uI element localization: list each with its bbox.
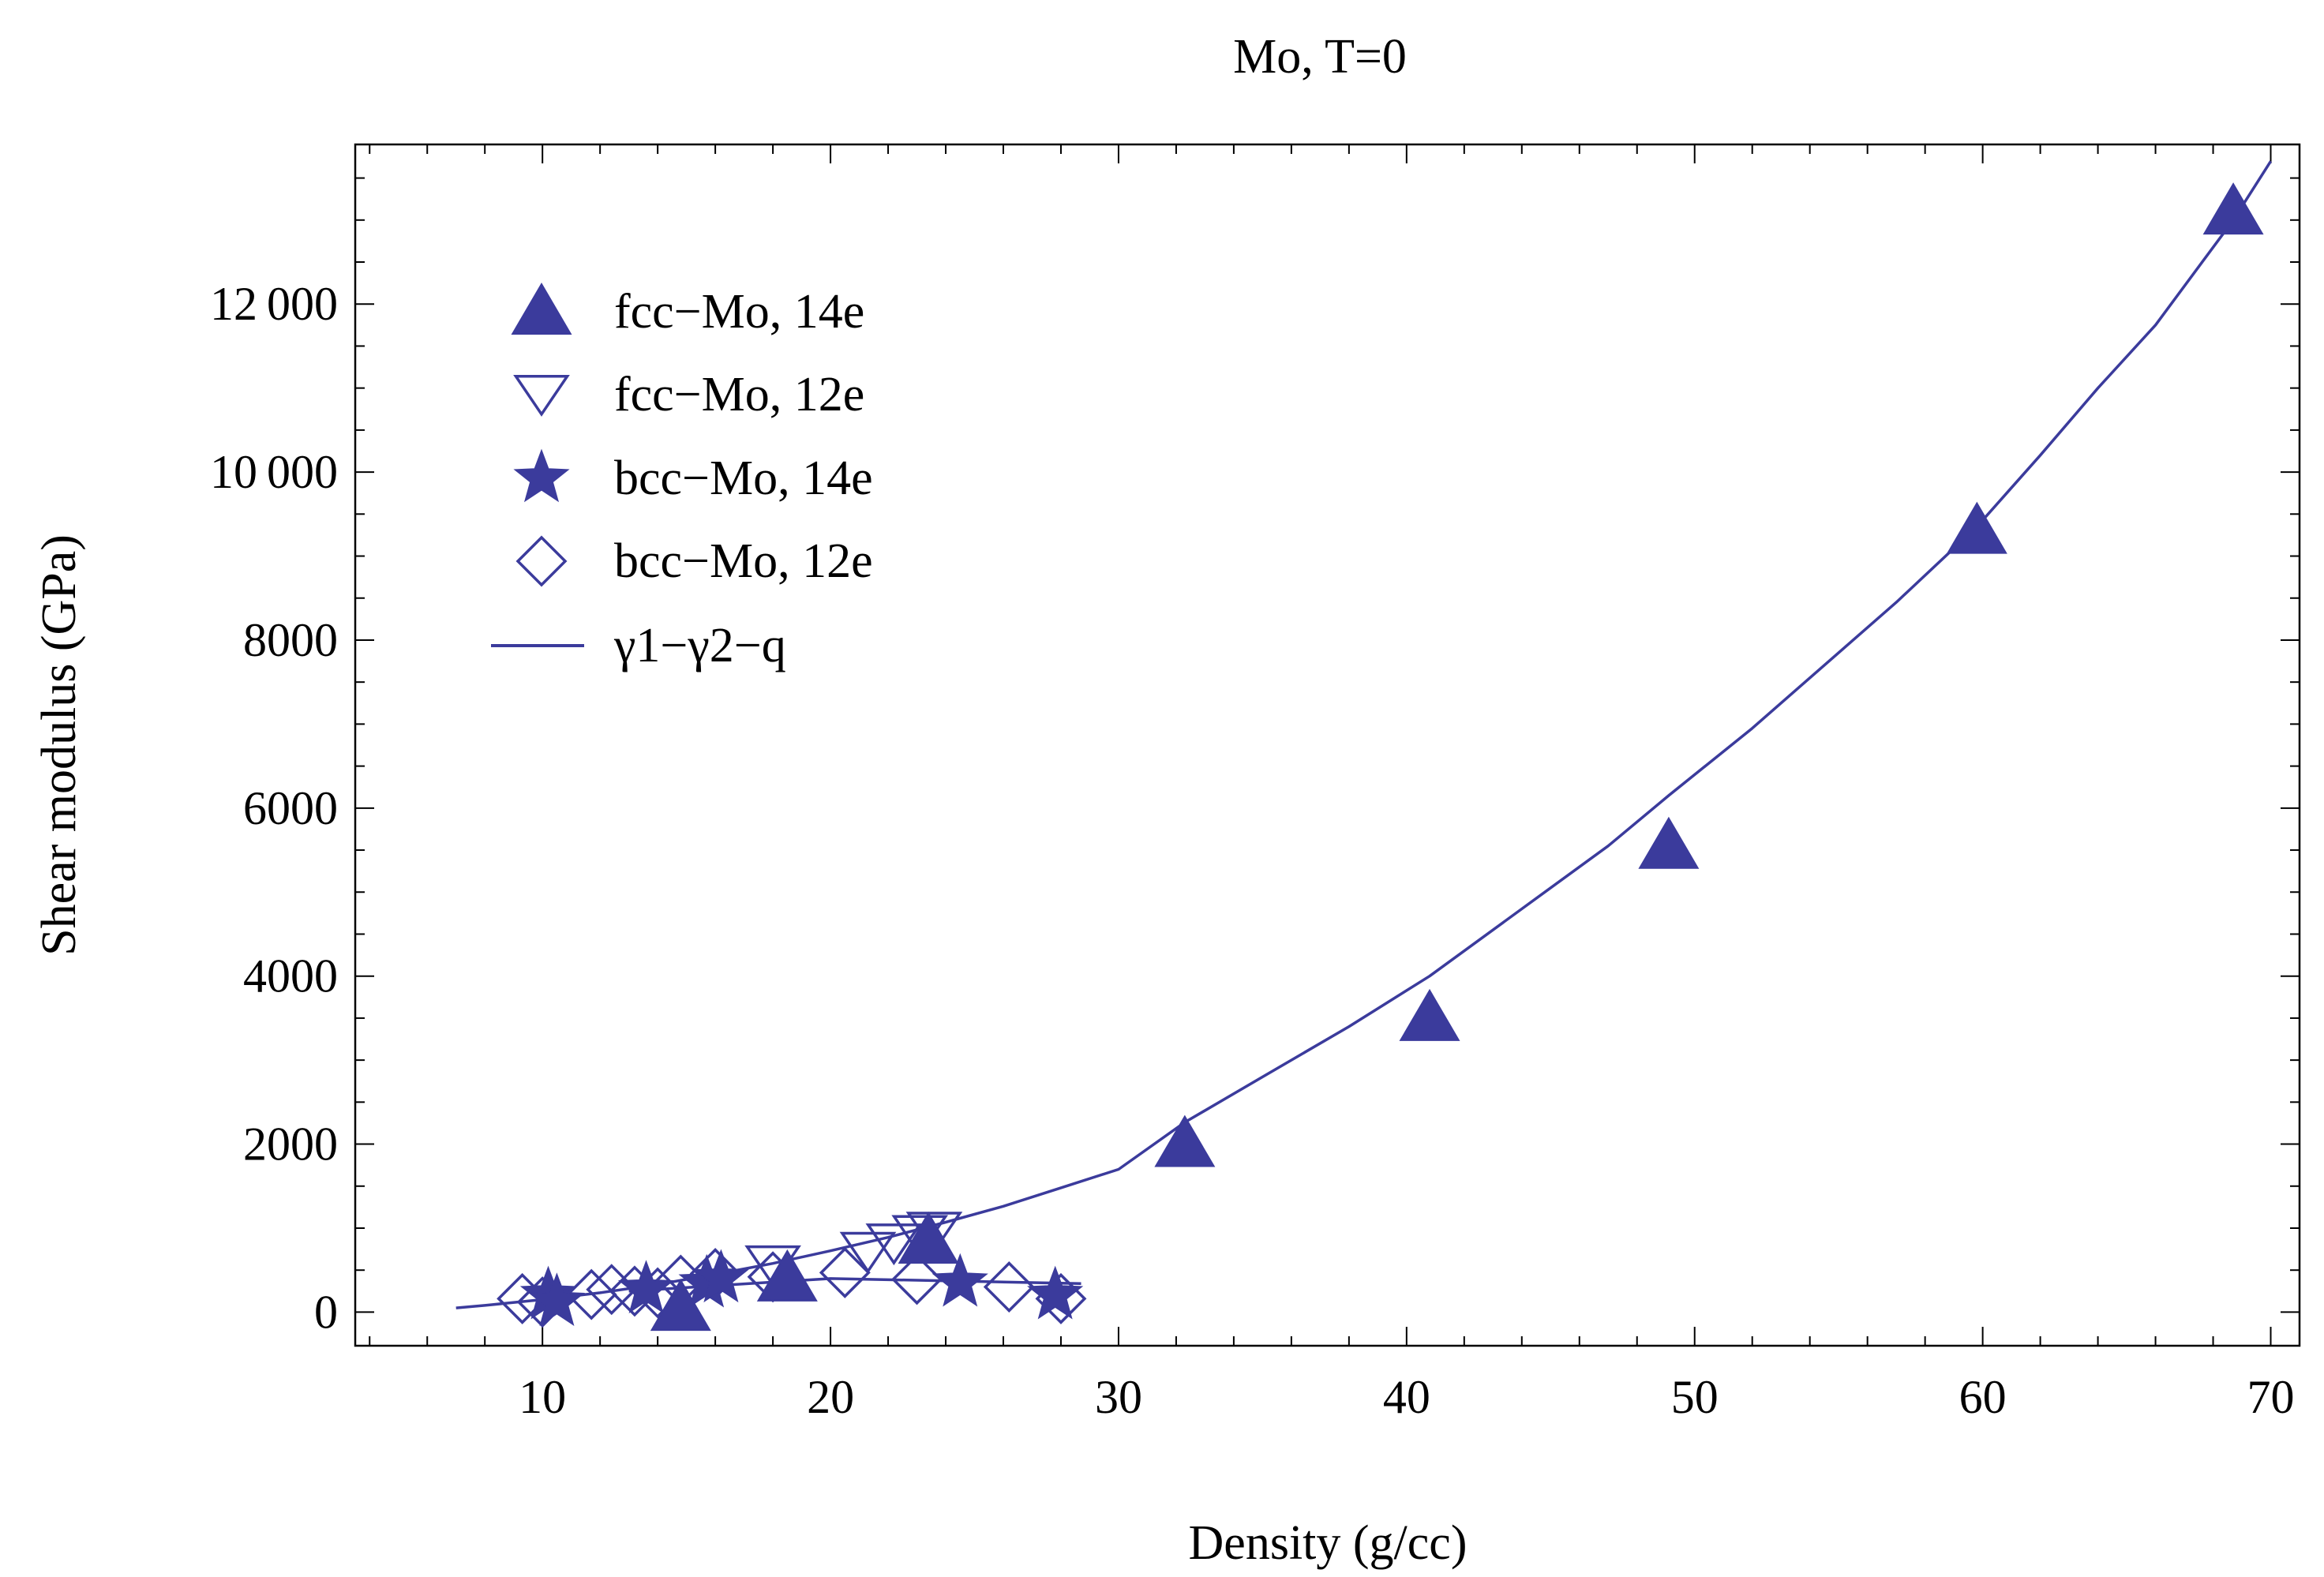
y-axis-ticks — [355, 177, 2300, 1313]
legend: fcc−Mo, 14e fcc−Mo, 12e bcc−Mo, 14e bcc−… — [491, 283, 873, 672]
x-axis-tick-labels: 10 20 30 40 50 60 70 — [519, 1371, 2294, 1423]
x-tick-label: 20 — [807, 1371, 854, 1423]
legend-label-bcc-12e: bcc−Mo, 12e — [614, 534, 873, 588]
fcc-12e-point — [839, 1231, 897, 1274]
x-tick-label: 10 — [519, 1371, 566, 1423]
bcc-14e-point — [692, 1249, 749, 1303]
fcc-14e-point — [650, 1279, 711, 1332]
y-axis-title: Shear modulus (GPa) — [32, 534, 86, 956]
bcc-12e-point — [819, 1246, 871, 1298]
legend-symbol-fcc-12e — [513, 375, 570, 417]
x-tick-label: 60 — [1959, 1371, 2007, 1423]
fcc-14e-point — [2202, 182, 2264, 235]
fcc-14e-point — [1399, 988, 1460, 1041]
x-axis-ticks — [369, 144, 2272, 1346]
legend-marker — [511, 283, 572, 335]
legend-label-bcc-14e: bcc−Mo, 14e — [614, 451, 873, 505]
x-axis-title: Density (g/cc) — [1189, 1516, 1467, 1570]
fcc-14e-point — [1154, 1114, 1216, 1167]
bcc-12e-point — [983, 1261, 1035, 1313]
legend-label-fcc-14e: fcc−Mo, 14e — [614, 285, 864, 339]
y-tick-label: 6000 — [243, 782, 338, 834]
legend-symbol-bcc-12e — [515, 535, 568, 587]
y-tick-label: 2000 — [243, 1118, 338, 1171]
bcc-12e-point — [891, 1253, 943, 1305]
x-tick-label: 40 — [1383, 1371, 1430, 1423]
chart-title: Mo, T=0 — [1233, 30, 1407, 84]
legend-label-fit-curve: γ1−γ2−q — [613, 619, 786, 672]
y-tick-label: 0 — [314, 1286, 338, 1338]
x-tick-label: 70 — [2247, 1371, 2295, 1423]
data-markers-layer — [497, 182, 2264, 1332]
bcc-14e-point — [617, 1260, 675, 1313]
legend-marker — [513, 375, 570, 417]
legend-symbol-fcc-14e — [511, 283, 572, 335]
x-tick-label: 50 — [1671, 1371, 1719, 1423]
legend-label-fcc-12e: fcc−Mo, 12e — [614, 368, 864, 421]
fcc-14e-point — [1946, 501, 2007, 554]
fcc-14e-point — [756, 1249, 818, 1302]
fcc-14e-point — [1638, 816, 1700, 869]
bcc-14e-point — [1027, 1265, 1084, 1320]
legend-marker — [513, 448, 570, 503]
y-tick-label: 12 000 — [210, 278, 338, 330]
y-tick-label: 8000 — [243, 614, 338, 666]
legend-symbol-bcc-14e — [513, 448, 570, 503]
x-tick-label: 30 — [1095, 1371, 1142, 1423]
plot-frame — [354, 143, 2301, 1347]
fcc-12e-point — [865, 1223, 923, 1266]
y-tick-label: 10 000 — [210, 446, 338, 498]
y-tick-label: 4000 — [243, 950, 338, 1002]
bcc-14e-point — [931, 1253, 988, 1307]
y-axis-tick-labels: 0 2000 4000 6000 8000 10 000 12 000 — [210, 278, 338, 1338]
fcc-14e-point — [898, 1211, 959, 1264]
bcc-14e-point — [528, 1272, 586, 1326]
legend-marker — [515, 535, 568, 587]
